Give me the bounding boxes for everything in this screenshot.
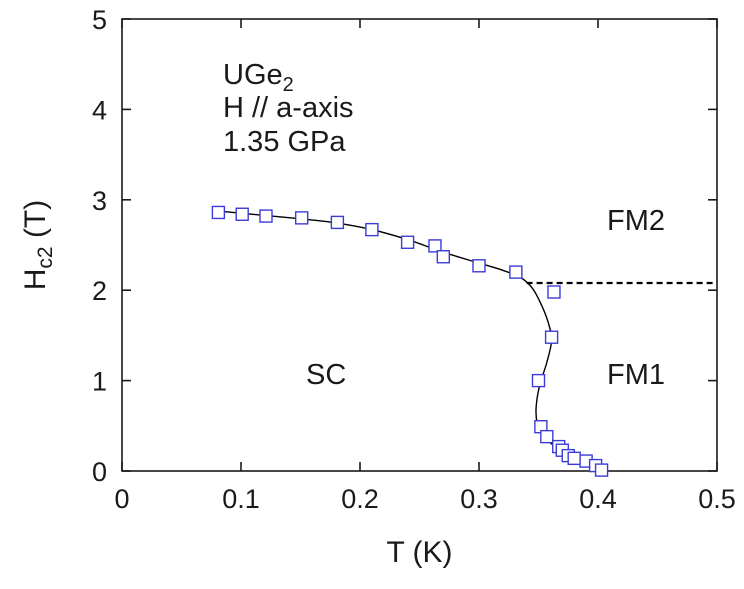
- y-axis-title-unit: (T): [19, 200, 52, 247]
- x-axis-title: T (K): [386, 536, 452, 569]
- field-direction-label: H // a-axis: [223, 92, 354, 124]
- x-tick-label: 0.2: [341, 484, 379, 514]
- data-point-marker: [567, 451, 581, 466]
- data-point-marker: [509, 265, 523, 279]
- y-tick-label: 2: [92, 276, 107, 306]
- pressure-label: 1.35 GPa: [223, 126, 346, 158]
- y-axis-title: Hc2 (T): [19, 200, 57, 291]
- data-point-marker: [531, 373, 546, 388]
- x-tick-label: 0.1: [222, 484, 260, 514]
- y-tick-label: 4: [92, 95, 107, 125]
- y-tick-label: 3: [92, 186, 107, 216]
- data-point-marker: [294, 211, 309, 225]
- data-point-marker: [428, 239, 442, 253]
- data-point-marker: [365, 222, 379, 237]
- data-point-marker: [436, 250, 450, 264]
- data-point-marker: [400, 235, 415, 249]
- x-tick-label: 0.4: [579, 484, 617, 514]
- y-tick-label: 1: [92, 367, 107, 397]
- data-point-marker: [540, 429, 554, 444]
- region-fm1-label: FM1: [607, 359, 665, 391]
- y-tick-label: 0: [92, 457, 107, 487]
- data-point-marker: [259, 209, 273, 223]
- x-tick-label: 0: [114, 484, 129, 514]
- data-point-marker: [472, 259, 486, 273]
- material-label: UGe2: [223, 59, 294, 96]
- y-axis-title-sub: c2: [34, 246, 57, 268]
- data-point-marker: [211, 205, 226, 220]
- x-tick-label: 0.3: [460, 484, 498, 514]
- axis-ticks: [121, 18, 718, 472]
- region-fm2-label: FM2: [607, 205, 665, 237]
- x-tick-label: 0.5: [698, 484, 736, 514]
- plot-frame: [121, 18, 718, 472]
- svg-text:Hc2 (T): Hc2 (T): [19, 200, 57, 291]
- data-point-marker: [544, 330, 559, 344]
- data-point-marker: [547, 285, 561, 299]
- material-base: UGe: [223, 59, 283, 91]
- curves: [218, 210, 717, 472]
- material-subscript: 2: [283, 74, 294, 96]
- data-point-marker: [330, 215, 345, 230]
- data-point-marker: [594, 463, 609, 477]
- y-axis-title-main: H: [19, 269, 52, 291]
- data-point-marker: [235, 207, 249, 221]
- region-sc-label: SC: [306, 359, 346, 391]
- data-markers: [211, 205, 609, 477]
- y-tick-label: 5: [92, 5, 107, 35]
- tick-labels: 0 0.1 0.2 0.3 0.4 0.5 0 1 2 3 4 5: [92, 5, 736, 514]
